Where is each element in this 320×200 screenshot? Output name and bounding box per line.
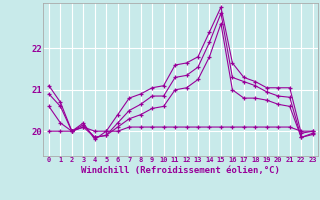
X-axis label: Windchill (Refroidissement éolien,°C): Windchill (Refroidissement éolien,°C) <box>81 166 280 175</box>
